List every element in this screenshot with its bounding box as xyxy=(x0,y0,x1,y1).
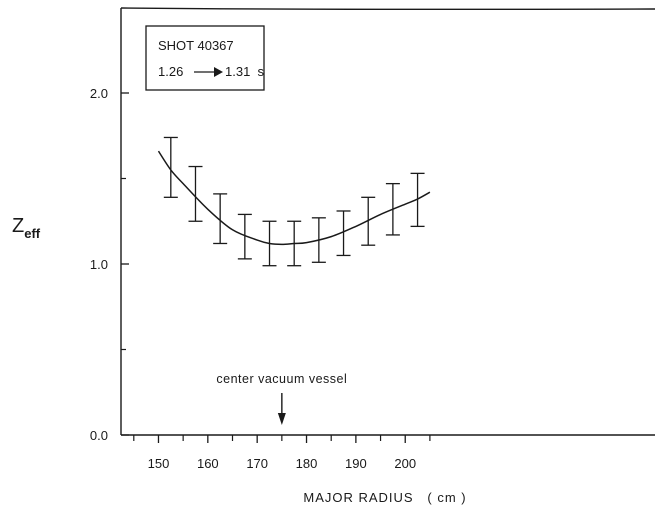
shot-info-box: SHOT 40367 1.26 1.31 s xyxy=(145,25,265,91)
y-tick-label: 0.0 xyxy=(90,428,108,443)
shot-number-label: SHOT 40367 xyxy=(158,38,234,53)
error-bar xyxy=(361,196,376,246)
x-axis-label: MAJOR RADIUS ( cm ) xyxy=(303,490,466,505)
y-axis-label-subscript: eff xyxy=(24,226,41,241)
center-vessel-label: center vacuum vessel xyxy=(216,372,347,386)
x-tick-label: 200 xyxy=(394,456,416,471)
y-tick-label: 1.0 xyxy=(90,257,108,272)
error-bar xyxy=(213,193,228,245)
time-start-label: 1.26 xyxy=(158,64,183,79)
y-tick-label: 2.0 xyxy=(90,86,108,101)
error-bar xyxy=(410,172,425,228)
error-bar xyxy=(163,136,178,198)
x-tick-label: 170 xyxy=(246,456,268,471)
fit-curve xyxy=(157,150,431,246)
top-border-line xyxy=(120,7,656,11)
y-ticks: 0.0 1.0 2.0 xyxy=(90,86,129,443)
shot-info-box-border xyxy=(145,25,265,91)
x-ticks: 150 160 170 180 190 200 xyxy=(133,435,431,471)
axes-frame xyxy=(120,7,656,436)
error-bar xyxy=(188,165,203,222)
error-bar xyxy=(336,210,351,257)
y-axis-label: Zeff xyxy=(12,215,41,241)
error-bar xyxy=(237,213,252,260)
x-tick-label: 150 xyxy=(148,456,170,471)
time-arrow-head xyxy=(214,67,223,77)
x-tick-label: 190 xyxy=(345,456,367,471)
center-vessel-arrow-head xyxy=(277,413,286,425)
y-axis-label-main: Z xyxy=(12,215,24,237)
center-vessel-annotation: center vacuum vessel xyxy=(216,372,347,425)
x-tick-label: 180 xyxy=(296,456,318,471)
time-end-label: 1.31 s xyxy=(225,64,265,79)
error-bars xyxy=(163,136,425,267)
x-tick-label: 160 xyxy=(197,456,219,471)
